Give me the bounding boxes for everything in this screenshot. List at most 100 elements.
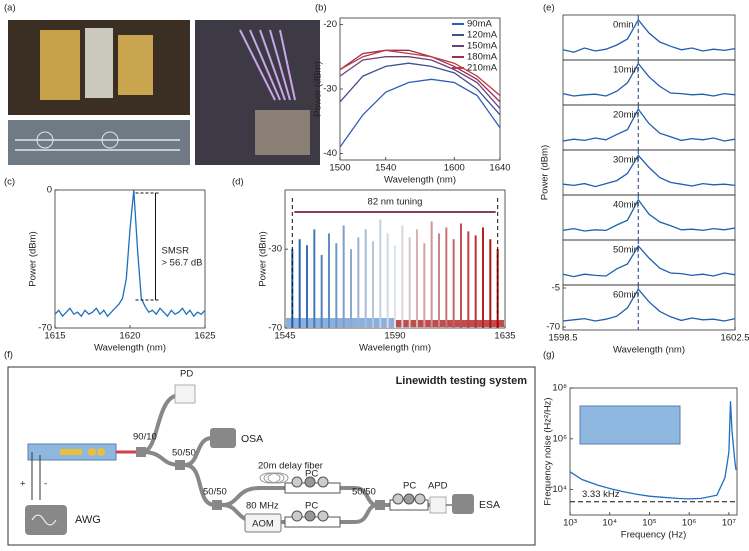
panel-frame <box>562 194 736 241</box>
plus-label: + <box>20 479 26 490</box>
x-tick-label: 1545 <box>274 331 295 342</box>
x-axis-label: Frequency (Hz) <box>621 530 686 541</box>
photo-fibers <box>239 29 296 101</box>
x-tick-label: 10⁴ <box>602 518 617 529</box>
plot-frame <box>339 17 501 161</box>
x-tick-label: 1615 <box>44 331 65 342</box>
coupler <box>212 500 222 510</box>
x-axis-label: Wavelength (nm) <box>359 343 431 354</box>
data-line <box>54 189 206 318</box>
y-axis-label: Power (dBm) <box>258 231 269 286</box>
x-tick-label: 1540 <box>375 163 396 174</box>
data-line <box>339 56 501 109</box>
photo-stage <box>255 110 310 155</box>
plot-frame <box>54 189 206 329</box>
pc-paddle <box>403 493 415 505</box>
y-tick-label: -30 <box>323 84 337 95</box>
legend-label: 180mA <box>467 52 498 63</box>
chip-ring <box>88 448 96 456</box>
x-tick-label: 1620 <box>119 331 140 342</box>
sine-icon <box>31 514 57 526</box>
plot-frame <box>569 387 738 516</box>
noise-floor <box>286 318 396 327</box>
x-axis-label: Wavelength (nm) <box>94 343 166 354</box>
chip-heater <box>60 449 82 455</box>
coupler <box>175 460 185 470</box>
photo-waveguide <box>15 139 180 151</box>
annotation: 82 nm tuning <box>368 197 423 208</box>
y-axis-label: Power (dBm) <box>540 145 551 200</box>
pc-paddle <box>317 476 329 488</box>
data-line <box>569 401 737 500</box>
data-line <box>562 154 736 188</box>
x-tick-label: 1602.5 <box>720 333 749 344</box>
pc-paddle <box>291 510 303 522</box>
pc-label: PC <box>305 469 318 480</box>
x-axis-label: Wavelength (nm) <box>613 345 685 356</box>
photo-ring <box>36 131 54 149</box>
osa-label: OSA <box>241 433 263 445</box>
pc-paddle <box>291 476 303 488</box>
x-tick-label: 10⁶ <box>682 518 697 529</box>
y-tick-label: -5 <box>552 283 560 294</box>
x-tick-label: 1600 <box>444 163 465 174</box>
fiber <box>183 436 217 507</box>
trace-label: 60min <box>613 290 639 301</box>
legend-label: 90mA <box>467 19 492 30</box>
split-label: 50/50 <box>172 448 196 459</box>
delay-coil <box>259 472 289 484</box>
esa-box <box>452 494 474 514</box>
trace-label: 50min <box>613 245 639 256</box>
minus-label: - <box>44 479 47 490</box>
photo-micro <box>8 120 190 165</box>
y-tick-label: 10⁴ <box>552 484 567 495</box>
photo-ring <box>101 131 119 149</box>
data-line <box>562 288 736 322</box>
awg-label: AWG <box>75 514 101 526</box>
data-line <box>562 244 736 278</box>
x-tick-label: 10⁵ <box>642 518 657 529</box>
panel-label: (d) <box>232 177 244 188</box>
apd-label: APD <box>428 481 448 492</box>
panel-label: (a) <box>4 3 16 14</box>
panel-label: (f) <box>4 350 13 361</box>
panel-label: (e) <box>543 3 555 14</box>
pd-label: PD <box>180 369 193 380</box>
panel-frame <box>562 149 736 196</box>
legend-label: 150mA <box>467 41 498 52</box>
pc-paddle <box>414 493 426 505</box>
x-tick-label: 1598.5 <box>548 333 577 344</box>
wire <box>31 452 41 500</box>
aom-freq: 80 MHz <box>246 501 279 512</box>
y-tick-label: -70 <box>268 323 282 334</box>
legend-label: 210mA <box>467 63 498 74</box>
trace-label: 10min <box>613 65 639 76</box>
data-line <box>339 78 501 148</box>
x-tick-label: 1635 <box>494 331 515 342</box>
photo-pads <box>40 30 80 100</box>
y-tick-label: -40 <box>323 148 337 159</box>
pc-paddle <box>317 510 329 522</box>
data-line <box>562 62 736 97</box>
y-tick-label: 0 <box>47 185 52 196</box>
y-tick-label: -20 <box>323 19 337 30</box>
panel-label: (b) <box>315 3 327 14</box>
noise-floor <box>395 320 504 327</box>
data-line <box>562 18 736 53</box>
x-tick-label: 1625 <box>194 331 215 342</box>
data-line <box>562 107 736 142</box>
chip-ring <box>97 448 105 456</box>
y-axis-label: Power (dBm) <box>28 231 39 286</box>
trace-label: 30min <box>613 155 639 166</box>
pc-paddle <box>304 510 316 522</box>
x-tick-label: 1500 <box>329 163 350 174</box>
diagram-frame <box>7 366 536 546</box>
apd-icon <box>429 496 447 514</box>
legend-label: 120mA <box>467 30 498 41</box>
diagram: Linewidth testing system + - AWG 90/10 P… <box>7 366 536 546</box>
awg-box <box>25 505 67 535</box>
diagram-title: Linewidth testing system <box>396 375 528 387</box>
panel-frame <box>562 104 736 151</box>
photo-die <box>85 28 113 98</box>
